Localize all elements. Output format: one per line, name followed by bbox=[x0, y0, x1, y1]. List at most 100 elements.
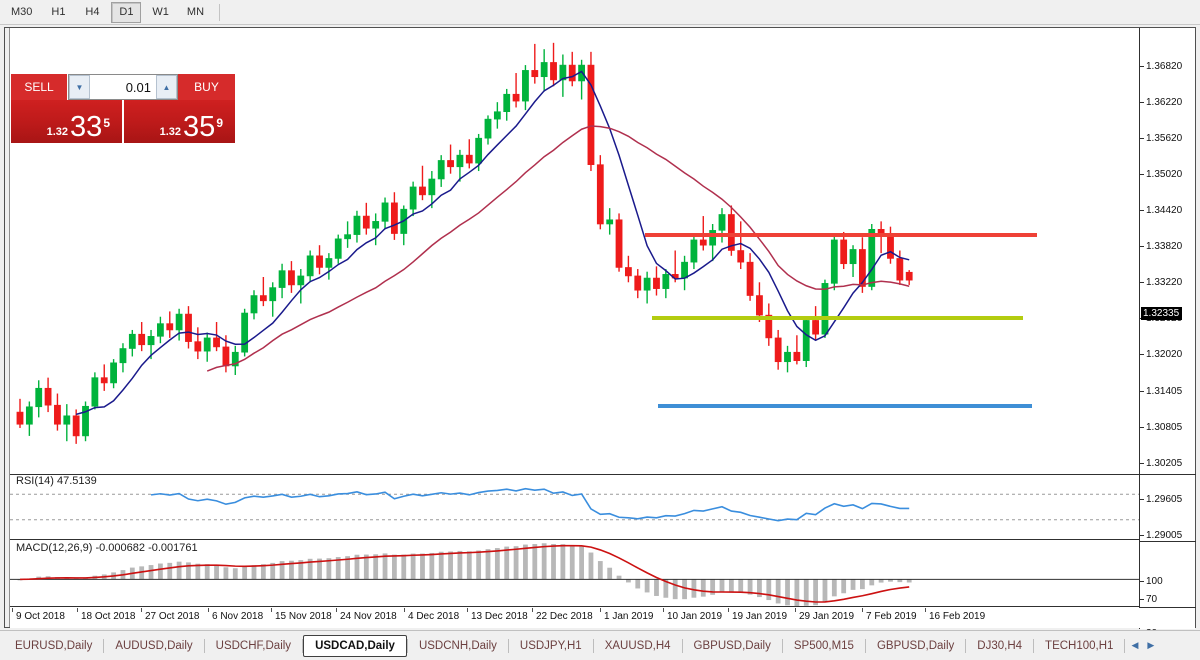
symbol-tab-sp500-m15[interactable]: SP500,M15 bbox=[793, 639, 854, 652]
timeframe-toolbar: M30 H1 H4 D1 W1 MN bbox=[0, 0, 1200, 25]
time-scale-label: 27 Oct 2018 bbox=[145, 611, 200, 622]
symbol-tab-tech100-h1[interactable]: TECH100,H1 bbox=[1045, 639, 1114, 652]
macd-histogram-bar bbox=[232, 568, 238, 580]
candle-body bbox=[306, 255, 314, 277]
macd-histogram-bar bbox=[831, 579, 837, 597]
chevron-down-icon[interactable]: ▼ bbox=[69, 75, 90, 99]
timeframe-button-w1[interactable]: W1 bbox=[152, 6, 169, 18]
macd-histogram-bar bbox=[841, 579, 847, 594]
tab-separator bbox=[1033, 638, 1035, 653]
macd-histogram-bar bbox=[139, 566, 145, 580]
macd-histogram-bar bbox=[270, 562, 276, 580]
candle-body bbox=[390, 202, 398, 234]
macd-histogram-bar bbox=[691, 579, 697, 598]
time-scale[interactable]: 9 Oct 2018 18 Oct 2018 27 Oct 2018 6 Nov 20… bbox=[10, 608, 1140, 628]
candle-body bbox=[512, 93, 520, 102]
macd-histogram-bar bbox=[551, 544, 556, 580]
macd-label: MACD(12,26,9) -0.000682 -0.001761 bbox=[14, 542, 200, 554]
macd-histogram-bar bbox=[785, 579, 790, 606]
volume-input[interactable]: 0.01 bbox=[90, 75, 156, 99]
time-scale-tick bbox=[404, 608, 405, 612]
macd-histogram-bar bbox=[176, 561, 182, 580]
symbol-tab-usdchf-daily[interactable]: USDCHF,Daily bbox=[215, 639, 292, 652]
candle-body bbox=[35, 387, 43, 408]
tab-separator bbox=[681, 638, 683, 653]
buy-price-fraction: 9 bbox=[216, 116, 223, 131]
symbol-tab-audusd-daily[interactable]: AUDUSD,Daily bbox=[115, 639, 193, 652]
symbol-tab-dj30-h4[interactable]: DJ30,H4 bbox=[977, 639, 1023, 652]
buy-button[interactable]: BUY bbox=[178, 74, 235, 100]
chevron-right-icon[interactable]: ▶ bbox=[1147, 640, 1155, 650]
symbol-tab-gbpusd-daily[interactable]: GBPUSD,Daily bbox=[876, 639, 955, 652]
rsi-line bbox=[150, 487, 910, 522]
macd-histogram-bar bbox=[148, 565, 154, 580]
macd-histogram-bar bbox=[223, 567, 229, 580]
candle-body bbox=[213, 337, 220, 348]
sell-price-cell[interactable]: 1.32 33 5 bbox=[11, 100, 124, 143]
symbol-tab-xauusd-h4[interactable]: XAUUSD,H4 bbox=[604, 639, 671, 652]
time-scale-tick bbox=[271, 608, 272, 612]
candle-body bbox=[128, 333, 136, 349]
macd-histogram-bar bbox=[906, 579, 912, 583]
chevron-up-icon[interactable]: ▲ bbox=[156, 75, 177, 99]
time-scale-tick bbox=[728, 608, 729, 612]
time-scale-label: 7 Feb 2019 bbox=[866, 611, 917, 622]
volume-stepper[interactable]: ▼ 0.01 ▲ bbox=[68, 74, 178, 100]
macd-histogram-bar bbox=[448, 551, 453, 580]
timeframe-button-m30[interactable]: M30 bbox=[11, 6, 33, 18]
trade-panel-price-row: 1.32 33 5 1.32 35 9 bbox=[11, 100, 235, 143]
timeframe-button-mn[interactable]: MN bbox=[186, 6, 205, 18]
sell-price-prefix: 1.32 bbox=[46, 126, 69, 138]
tab-separator bbox=[406, 638, 408, 653]
candle-body bbox=[784, 351, 791, 363]
buy-price-cell[interactable]: 1.32 35 9 bbox=[124, 100, 235, 143]
symbol-tab-usdjpy-h1[interactable]: USDJPY,H1 bbox=[519, 639, 582, 652]
macd-histogram-bar bbox=[728, 579, 734, 593]
tab-separator bbox=[103, 638, 105, 653]
macd-histogram-bar bbox=[363, 554, 369, 580]
macd-histogram-bar bbox=[186, 562, 191, 580]
price-scale-tick: 1.35620 bbox=[1140, 133, 1182, 144]
symbol-tab-usdcad-daily[interactable]: USDCAD,Daily bbox=[303, 634, 407, 657]
candle-body bbox=[362, 215, 370, 229]
candle-body bbox=[765, 314, 773, 339]
macd-histogram-bar bbox=[803, 579, 809, 606]
time-scale-label: 13 Dec 2018 bbox=[471, 611, 528, 622]
macd-histogram-bar bbox=[860, 579, 865, 590]
timeframe-button-d1[interactable]: D1 bbox=[111, 1, 142, 23]
candle-body bbox=[447, 160, 454, 168]
symbol-tab-eurusd-daily[interactable]: EURUSD,Daily bbox=[15, 639, 93, 652]
candle-body bbox=[634, 275, 642, 291]
sell-price-fraction: 5 bbox=[103, 116, 110, 131]
symbol-tab-usdcnh-daily[interactable]: USDCNH,Daily bbox=[418, 639, 497, 652]
candle-body bbox=[381, 202, 389, 222]
macd-histogram-bar bbox=[494, 548, 500, 580]
sell-button[interactable]: SELL bbox=[11, 74, 68, 100]
candle-body bbox=[849, 249, 857, 265]
macd-histogram-bar bbox=[289, 560, 294, 580]
time-scale-label: 29 Jan 2019 bbox=[799, 611, 855, 622]
rsi-pane[interactable] bbox=[10, 474, 1140, 540]
tab-separator bbox=[864, 638, 866, 653]
macd-histogram-bar bbox=[813, 579, 818, 606]
candle-body bbox=[297, 275, 305, 286]
time-scale-label: 22 Dec 2018 bbox=[536, 611, 593, 622]
timeframe-button-h1[interactable]: H1 bbox=[51, 6, 66, 18]
macd-histogram-bar bbox=[532, 544, 538, 580]
symbol-tab-gbpusd-daily[interactable]: GBPUSD,Daily bbox=[693, 639, 771, 652]
macd-histogram-bar bbox=[597, 561, 603, 580]
candle-body bbox=[709, 230, 717, 246]
candle-body bbox=[54, 404, 61, 425]
macd-histogram-bar bbox=[897, 579, 903, 583]
price-scale[interactable]: 1.36820 1.36220 1.35620 1.35020 1.34420 1.338… bbox=[1139, 28, 1196, 656]
macd-histogram-bar bbox=[616, 575, 622, 580]
candle-body bbox=[905, 271, 913, 281]
timeframe-button-h4[interactable]: H4 bbox=[85, 6, 100, 18]
time-scale-label: 1 Jan 2019 bbox=[604, 611, 654, 622]
time-scale-label: 9 Oct 2018 bbox=[16, 611, 65, 622]
chevron-left-icon[interactable]: ◀ bbox=[1131, 640, 1139, 650]
rsi-scale-tick: 100 bbox=[1140, 576, 1163, 587]
time-scale-tick bbox=[208, 608, 209, 612]
candle-body bbox=[840, 239, 848, 265]
macd-histogram-bar bbox=[466, 551, 472, 580]
